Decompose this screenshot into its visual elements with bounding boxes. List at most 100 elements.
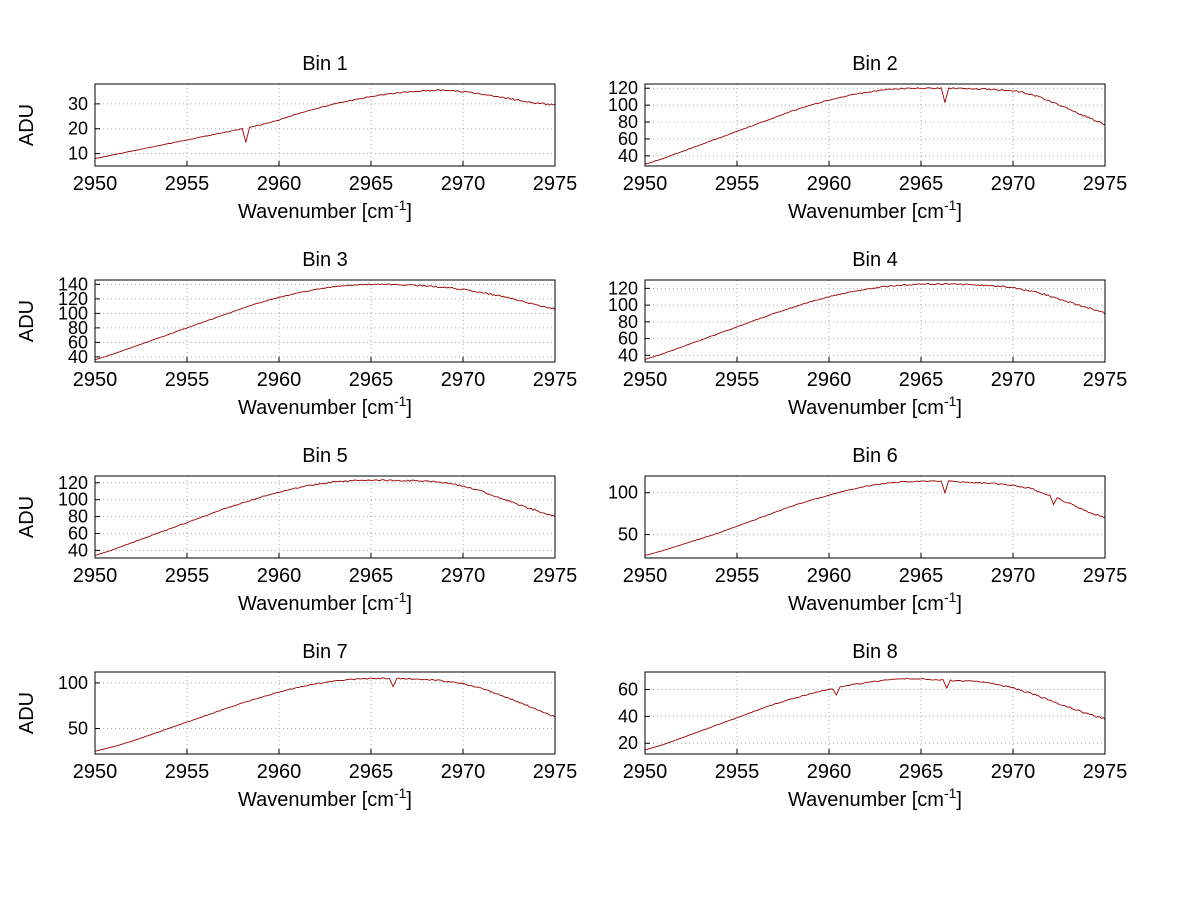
gridlines xyxy=(94,84,556,166)
x-tick-label: 2970 xyxy=(441,173,486,195)
x-axis-label: Wavenumber [cm-1] xyxy=(238,393,412,419)
y-tick-label: 80 xyxy=(618,312,638,332)
x-tick-label: 2970 xyxy=(441,565,486,587)
subplot-bin-6: Bin 629502955296029652970297550100ADUWav… xyxy=(600,440,1200,636)
x-axis-label-main: Wavenumber [cm xyxy=(788,397,944,419)
y-axis-label: ADU xyxy=(16,496,38,538)
axes-box xyxy=(644,475,1106,559)
x-axis-label-sup: -1 xyxy=(944,393,957,409)
x-axis-label-main: Wavenumber [cm xyxy=(238,201,394,223)
x-tick-label: 2960 xyxy=(257,761,302,783)
x-tick-label: 2960 xyxy=(807,369,852,391)
x-tick-label: 2970 xyxy=(991,173,1036,195)
x-tick-label: 2975 xyxy=(533,369,578,391)
plot-area: Bin 1 2950 2955 2960 2965 2970 2975 10 20 30 ADU Wa… xyxy=(16,53,578,223)
x-axis-label: Wavenumber [cm-1] xyxy=(788,197,962,223)
y-tick-label: 40 xyxy=(68,540,88,560)
x-axis-label-main: Wavenumber [cm xyxy=(788,593,944,615)
spectrum-line xyxy=(644,677,1106,751)
y-tick-label: 100 xyxy=(58,490,88,510)
y-tick-label: 120 xyxy=(58,473,88,493)
x-tick-label: 2955 xyxy=(715,173,760,195)
y-tick-label: 60 xyxy=(618,329,638,349)
x-tick-label: 2970 xyxy=(441,369,486,391)
x-axis-label: Wavenumber [cm-1] xyxy=(788,785,962,811)
plot-area: Bin 3 2950 2955 2960 2965 2970 2975 40608010012… xyxy=(16,249,578,419)
x-tick-label: 2975 xyxy=(533,565,578,587)
x-tick-label: 2970 xyxy=(441,761,486,783)
x-tick-label: 2965 xyxy=(349,565,394,587)
x-tick-label: 2970 xyxy=(991,761,1036,783)
y-tick-label: 120 xyxy=(58,289,88,309)
y-tick-label: 100 xyxy=(58,673,88,693)
x-tick-label: 2955 xyxy=(165,761,210,783)
y-tick-label: 50 xyxy=(68,718,88,738)
y-tick-label: 40 xyxy=(618,345,638,365)
axes-box xyxy=(644,83,1106,167)
x-axis-label-main: Wavenumber [cm xyxy=(238,593,394,615)
x-tick-label: 2975 xyxy=(533,173,578,195)
x-tick-label: 2965 xyxy=(349,761,394,783)
y-tick-label: 40 xyxy=(618,146,638,166)
y-tick-label: 60 xyxy=(68,523,88,543)
chart-title: Bin 5 xyxy=(302,445,348,467)
subplot-bin-5: Bin 5 2950 2955 2960 2965 2970 2975 40 60 80 100 12… xyxy=(0,440,600,636)
x-tick-label: 2975 xyxy=(533,761,578,783)
x-axis-label-end: ] xyxy=(956,201,962,223)
plot-area: Bin 4 2950 2955 2960 2965 2970 2975 40608010012… xyxy=(608,249,1127,419)
tick-marks xyxy=(94,482,556,558)
x-axis-label-end: ] xyxy=(956,593,962,615)
tick-marks xyxy=(94,283,556,362)
y-axis-label: ADU xyxy=(16,104,38,146)
tick-marks xyxy=(644,87,1106,166)
tick-marks xyxy=(94,103,556,166)
y-tick-label: 40 xyxy=(68,347,88,367)
chart-title: Bin 1 xyxy=(302,53,348,75)
spectrum-line xyxy=(94,677,556,752)
gridlines xyxy=(94,280,556,362)
x-axis-label-end: ] xyxy=(406,201,412,223)
x-tick-label: 2950 xyxy=(623,761,668,783)
spectrum-line xyxy=(94,89,556,159)
spectrum-line xyxy=(94,283,556,361)
x-axis-label-main: Wavenumber [cm xyxy=(238,789,394,811)
x-tick-label: 2965 xyxy=(899,369,944,391)
spectrum-line xyxy=(94,479,556,557)
subplot-bin-1: Bin 1 2950 2955 2960 2965 2970 2975 10 20 30 ADU Wa… xyxy=(0,48,600,244)
spectrum-line xyxy=(644,87,1105,165)
y-axis-label: ADU xyxy=(16,300,38,342)
x-tick-label: 2955 xyxy=(715,565,760,587)
x-axis-label: Wavenumber [cm-1] xyxy=(788,589,962,615)
y-tick-label: 140 xyxy=(58,274,88,294)
tick-marks xyxy=(644,492,1106,558)
spectrum-line xyxy=(644,480,1106,556)
subplot-bin-8: Bin 8295029552960296529702975204060ADUWa… xyxy=(600,636,1200,832)
x-tick-label: 2965 xyxy=(899,761,944,783)
y-tick-label: 100 xyxy=(608,295,638,315)
x-axis-label: Wavenumber [cm-1] xyxy=(238,785,412,811)
chart-title: Bin 4 xyxy=(852,249,898,271)
gridlines xyxy=(644,476,1106,558)
x-tick-label: 2950 xyxy=(73,369,118,391)
tick-marks xyxy=(94,682,556,754)
x-tick-label: 2950 xyxy=(623,565,668,587)
x-tick-label: 2950 xyxy=(73,761,118,783)
y-tick-label: 50 xyxy=(618,525,638,545)
y-tick-label: 80 xyxy=(68,507,88,527)
axes-box xyxy=(94,83,556,167)
subplot-bin-3: Bin 3 2950 2955 2960 2965 2970 2975 40 60 80 100 12… xyxy=(0,244,600,440)
x-tick-label: 2955 xyxy=(715,761,760,783)
x-axis-label-main: Wavenumber [cm xyxy=(238,397,394,419)
y-tick-label: 10 xyxy=(68,144,88,164)
spectrum-line xyxy=(644,282,1106,360)
subplot-grid: Bin 1 2950 2955 2960 2965 2970 2975 10 20 30 ADU Wa… xyxy=(0,48,1200,832)
x-tick-label: 2965 xyxy=(349,173,394,195)
axes-box xyxy=(94,671,556,755)
x-axis-label-sup: -1 xyxy=(944,785,957,801)
y-tick-label: 20 xyxy=(68,119,88,139)
y-tick-label: 80 xyxy=(68,318,88,338)
x-tick-label: 2960 xyxy=(807,173,852,195)
tick-marks xyxy=(644,688,1106,754)
x-tick-label: 2960 xyxy=(257,173,302,195)
